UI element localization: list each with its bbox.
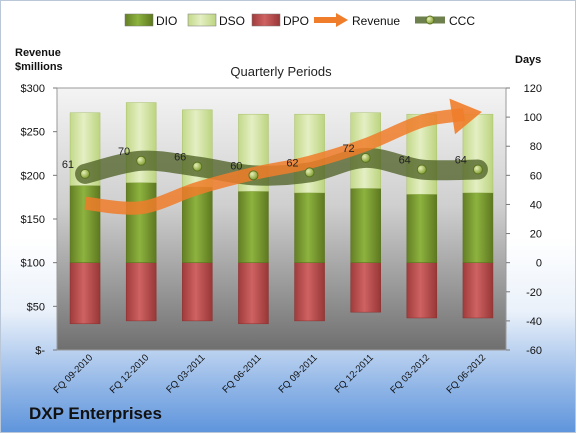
left-tick-label: $150 xyxy=(21,214,45,226)
ccc-data-label: 66 xyxy=(174,152,186,164)
x-tick-label: FQ 12-2010 xyxy=(108,352,152,396)
x-tick-label: FQ 03-2012 xyxy=(388,352,432,396)
ccc-marker xyxy=(360,152,371,163)
company-name: DXP Enterprises xyxy=(29,404,162,423)
left-tick-label: $300 xyxy=(21,83,45,95)
bar-dio xyxy=(182,186,213,263)
right-tick-label: 100 xyxy=(524,112,542,124)
bar-dpo xyxy=(294,262,325,322)
right-tick-label: 80 xyxy=(530,141,542,153)
bar-dio xyxy=(406,194,438,263)
ccc-data-label: 72 xyxy=(342,143,354,155)
left-tick-label: $200 xyxy=(21,170,45,182)
x-tick-label: FQ 06-2012 xyxy=(444,352,488,396)
ccc-data-label: 62 xyxy=(286,157,298,169)
legend-swatch-dio xyxy=(124,13,154,27)
right-tick-label: -40 xyxy=(526,316,542,328)
right-tick-label: 0 xyxy=(536,258,542,270)
ccc-marker xyxy=(80,168,91,179)
ccc-data-label: 60 xyxy=(230,160,242,172)
bar-dpo xyxy=(462,262,494,319)
right-tick-label: 40 xyxy=(530,199,542,211)
ccc-marker xyxy=(472,164,483,175)
bar-dpo xyxy=(406,262,438,319)
left-tick-label: $250 xyxy=(21,127,45,139)
ccc-data-label: 64 xyxy=(455,155,467,167)
x-tick-label: FQ 12-2011 xyxy=(333,352,376,395)
bar-dpo xyxy=(182,262,213,322)
legend-label-ccc: CCC xyxy=(449,14,475,28)
x-tick-label: FQ 09-2011 xyxy=(277,352,320,395)
right-tick-label: 60 xyxy=(530,170,542,182)
left-tick-label: $100 xyxy=(21,258,45,270)
right-axis-label: Days xyxy=(515,54,541,66)
bar-dio xyxy=(125,182,157,263)
left-tick-label: $50 xyxy=(27,301,45,313)
x-tick-label: FQ 06-2011 xyxy=(220,352,263,395)
right-tick-label: -20 xyxy=(526,287,542,299)
x-tick-label: FQ 03-2011 xyxy=(164,352,207,395)
bar-dpo xyxy=(238,262,269,325)
bar-dio xyxy=(462,192,494,263)
left-tick-label: $- xyxy=(35,345,45,357)
bar-dio xyxy=(238,191,269,263)
legend-arrow-revenue xyxy=(336,13,348,27)
left-axis-label-line2: $millions xyxy=(15,61,63,73)
left-axis-label-line1: Revenue xyxy=(15,47,61,59)
legend-swatch-dso xyxy=(187,13,217,27)
bar-dio xyxy=(350,188,381,263)
bar-dpo xyxy=(69,262,101,325)
legend-label-dio: DIO xyxy=(156,14,177,28)
legend-label-revenue: Revenue xyxy=(352,14,400,28)
legend-swatch-dpo xyxy=(251,13,281,27)
right-tick-label: 20 xyxy=(530,229,542,241)
bar-dso xyxy=(462,113,494,194)
legend-label-dso: DSO xyxy=(219,14,245,28)
legend-marker-ccc xyxy=(425,15,435,25)
ccc-data-label: 61 xyxy=(62,159,74,171)
legend-label-dpo: DPO xyxy=(283,14,309,28)
bar-dpo xyxy=(350,262,381,313)
ccc-marker xyxy=(192,161,203,172)
ccc-marker xyxy=(248,170,259,181)
bar-dio xyxy=(294,192,325,263)
ccc-data-label: 64 xyxy=(399,155,411,167)
ccc-data-label: 70 xyxy=(118,146,130,158)
revenue-arrowhead xyxy=(449,98,482,135)
right-tick-label: 120 xyxy=(524,83,542,95)
revenue-line xyxy=(84,108,466,215)
chart-title: Quarterly Periods xyxy=(230,64,332,79)
ccc-marker xyxy=(136,155,147,166)
x-tick-label: FQ 09-2010 xyxy=(52,352,96,396)
plot-area xyxy=(56,87,507,351)
right-tick-label: -60 xyxy=(526,345,542,357)
bar-dpo xyxy=(125,262,157,322)
ccc-marker xyxy=(304,167,315,178)
ccc-marker xyxy=(416,164,427,175)
bar-dio xyxy=(69,185,101,263)
